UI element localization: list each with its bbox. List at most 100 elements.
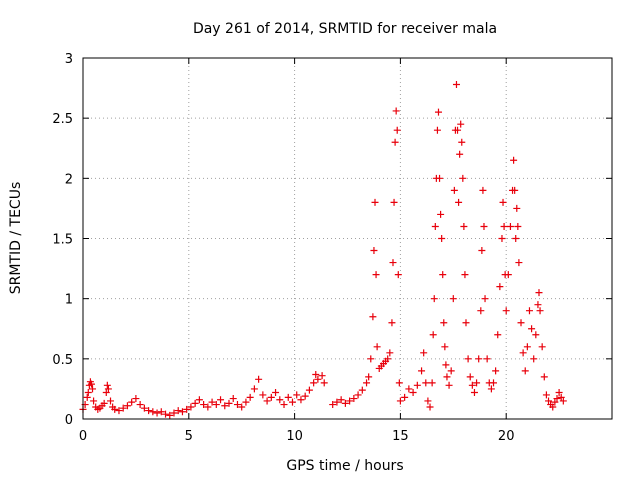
data-point bbox=[523, 343, 531, 351]
data-point bbox=[502, 307, 510, 315]
data-point bbox=[393, 126, 401, 134]
data-point bbox=[461, 271, 469, 279]
data-point bbox=[535, 289, 543, 297]
data-point bbox=[440, 319, 448, 327]
data-point bbox=[528, 325, 536, 333]
data-point bbox=[430, 295, 438, 303]
data-point bbox=[454, 126, 462, 134]
data-point bbox=[480, 222, 488, 230]
data-point bbox=[428, 379, 436, 387]
data-point bbox=[391, 138, 399, 146]
data-point bbox=[487, 385, 495, 393]
data-point bbox=[413, 381, 421, 389]
data-point bbox=[439, 271, 447, 279]
data-point bbox=[217, 396, 225, 404]
data-point bbox=[153, 409, 161, 417]
data-point bbox=[390, 198, 398, 206]
data-point bbox=[350, 395, 358, 403]
data-point bbox=[388, 319, 396, 327]
data-point bbox=[284, 393, 292, 401]
data-point bbox=[450, 186, 458, 194]
data-point bbox=[438, 235, 446, 242]
data-point bbox=[145, 407, 153, 415]
data-point bbox=[115, 407, 123, 415]
data-point bbox=[329, 401, 337, 409]
data-point bbox=[431, 222, 439, 230]
data-point bbox=[208, 398, 216, 406]
x-tick-label: 20 bbox=[498, 429, 515, 444]
data-point bbox=[490, 379, 498, 387]
data-point bbox=[405, 385, 413, 393]
data-point bbox=[250, 385, 258, 393]
y-tick-label: 0.5 bbox=[52, 353, 73, 368]
data-point bbox=[233, 401, 241, 409]
data-point bbox=[102, 389, 110, 397]
data-point bbox=[314, 375, 322, 383]
data-point bbox=[462, 319, 470, 327]
data-point bbox=[191, 399, 199, 407]
data-point bbox=[170, 409, 178, 417]
data-point bbox=[470, 389, 478, 397]
y-tick-label: 1 bbox=[65, 293, 73, 308]
data-point bbox=[479, 186, 487, 194]
y-tick-label: 3 bbox=[65, 52, 73, 67]
data-point bbox=[89, 385, 97, 393]
data-point bbox=[187, 403, 195, 411]
data-point bbox=[536, 307, 544, 315]
data-point bbox=[433, 126, 441, 134]
data-point bbox=[458, 138, 466, 146]
data-point bbox=[107, 397, 115, 405]
data-point bbox=[392, 107, 400, 115]
data-point bbox=[301, 392, 309, 400]
grid bbox=[82, 57, 612, 420]
data-point bbox=[263, 397, 271, 405]
data-point bbox=[456, 150, 464, 158]
data-point bbox=[87, 380, 95, 388]
data-point bbox=[372, 271, 380, 279]
data-point bbox=[434, 108, 442, 116]
data-point bbox=[386, 349, 394, 357]
data-point bbox=[305, 386, 313, 394]
data-point bbox=[500, 222, 508, 230]
data-point bbox=[229, 395, 237, 403]
data-point bbox=[483, 355, 491, 363]
data-point bbox=[255, 375, 263, 383]
data-point bbox=[103, 381, 111, 389]
data-point bbox=[553, 395, 561, 403]
data-point bbox=[478, 247, 486, 255]
data-point bbox=[119, 404, 127, 412]
data-point bbox=[212, 401, 220, 409]
data-point bbox=[499, 198, 507, 206]
data-point bbox=[447, 367, 455, 375]
data-point bbox=[460, 222, 468, 230]
data-point bbox=[519, 349, 527, 357]
data-point bbox=[551, 398, 559, 406]
data-point bbox=[140, 404, 148, 412]
x-tick-label: 5 bbox=[185, 429, 193, 444]
y-tick-label: 2.5 bbox=[52, 112, 73, 127]
data-point bbox=[401, 393, 409, 401]
data-point bbox=[238, 403, 246, 411]
data-point bbox=[367, 355, 375, 363]
data-point bbox=[540, 373, 548, 381]
data-point bbox=[422, 379, 430, 387]
data-point bbox=[157, 408, 165, 416]
data-point bbox=[449, 295, 457, 303]
data-point bbox=[455, 198, 463, 206]
y-tick-label: 2 bbox=[65, 172, 73, 187]
data-point bbox=[409, 389, 417, 397]
data-point bbox=[288, 398, 296, 406]
x-tick-label: 10 bbox=[286, 429, 303, 444]
data-point bbox=[443, 373, 451, 381]
data-point bbox=[183, 405, 191, 413]
data-point bbox=[90, 397, 98, 405]
data-point bbox=[221, 402, 229, 410]
data-point bbox=[557, 393, 565, 401]
data-point bbox=[318, 372, 326, 380]
data-point bbox=[293, 391, 301, 399]
data-point bbox=[534, 301, 542, 309]
data-point bbox=[545, 397, 553, 405]
data-point bbox=[512, 235, 520, 242]
data-point bbox=[466, 373, 474, 381]
